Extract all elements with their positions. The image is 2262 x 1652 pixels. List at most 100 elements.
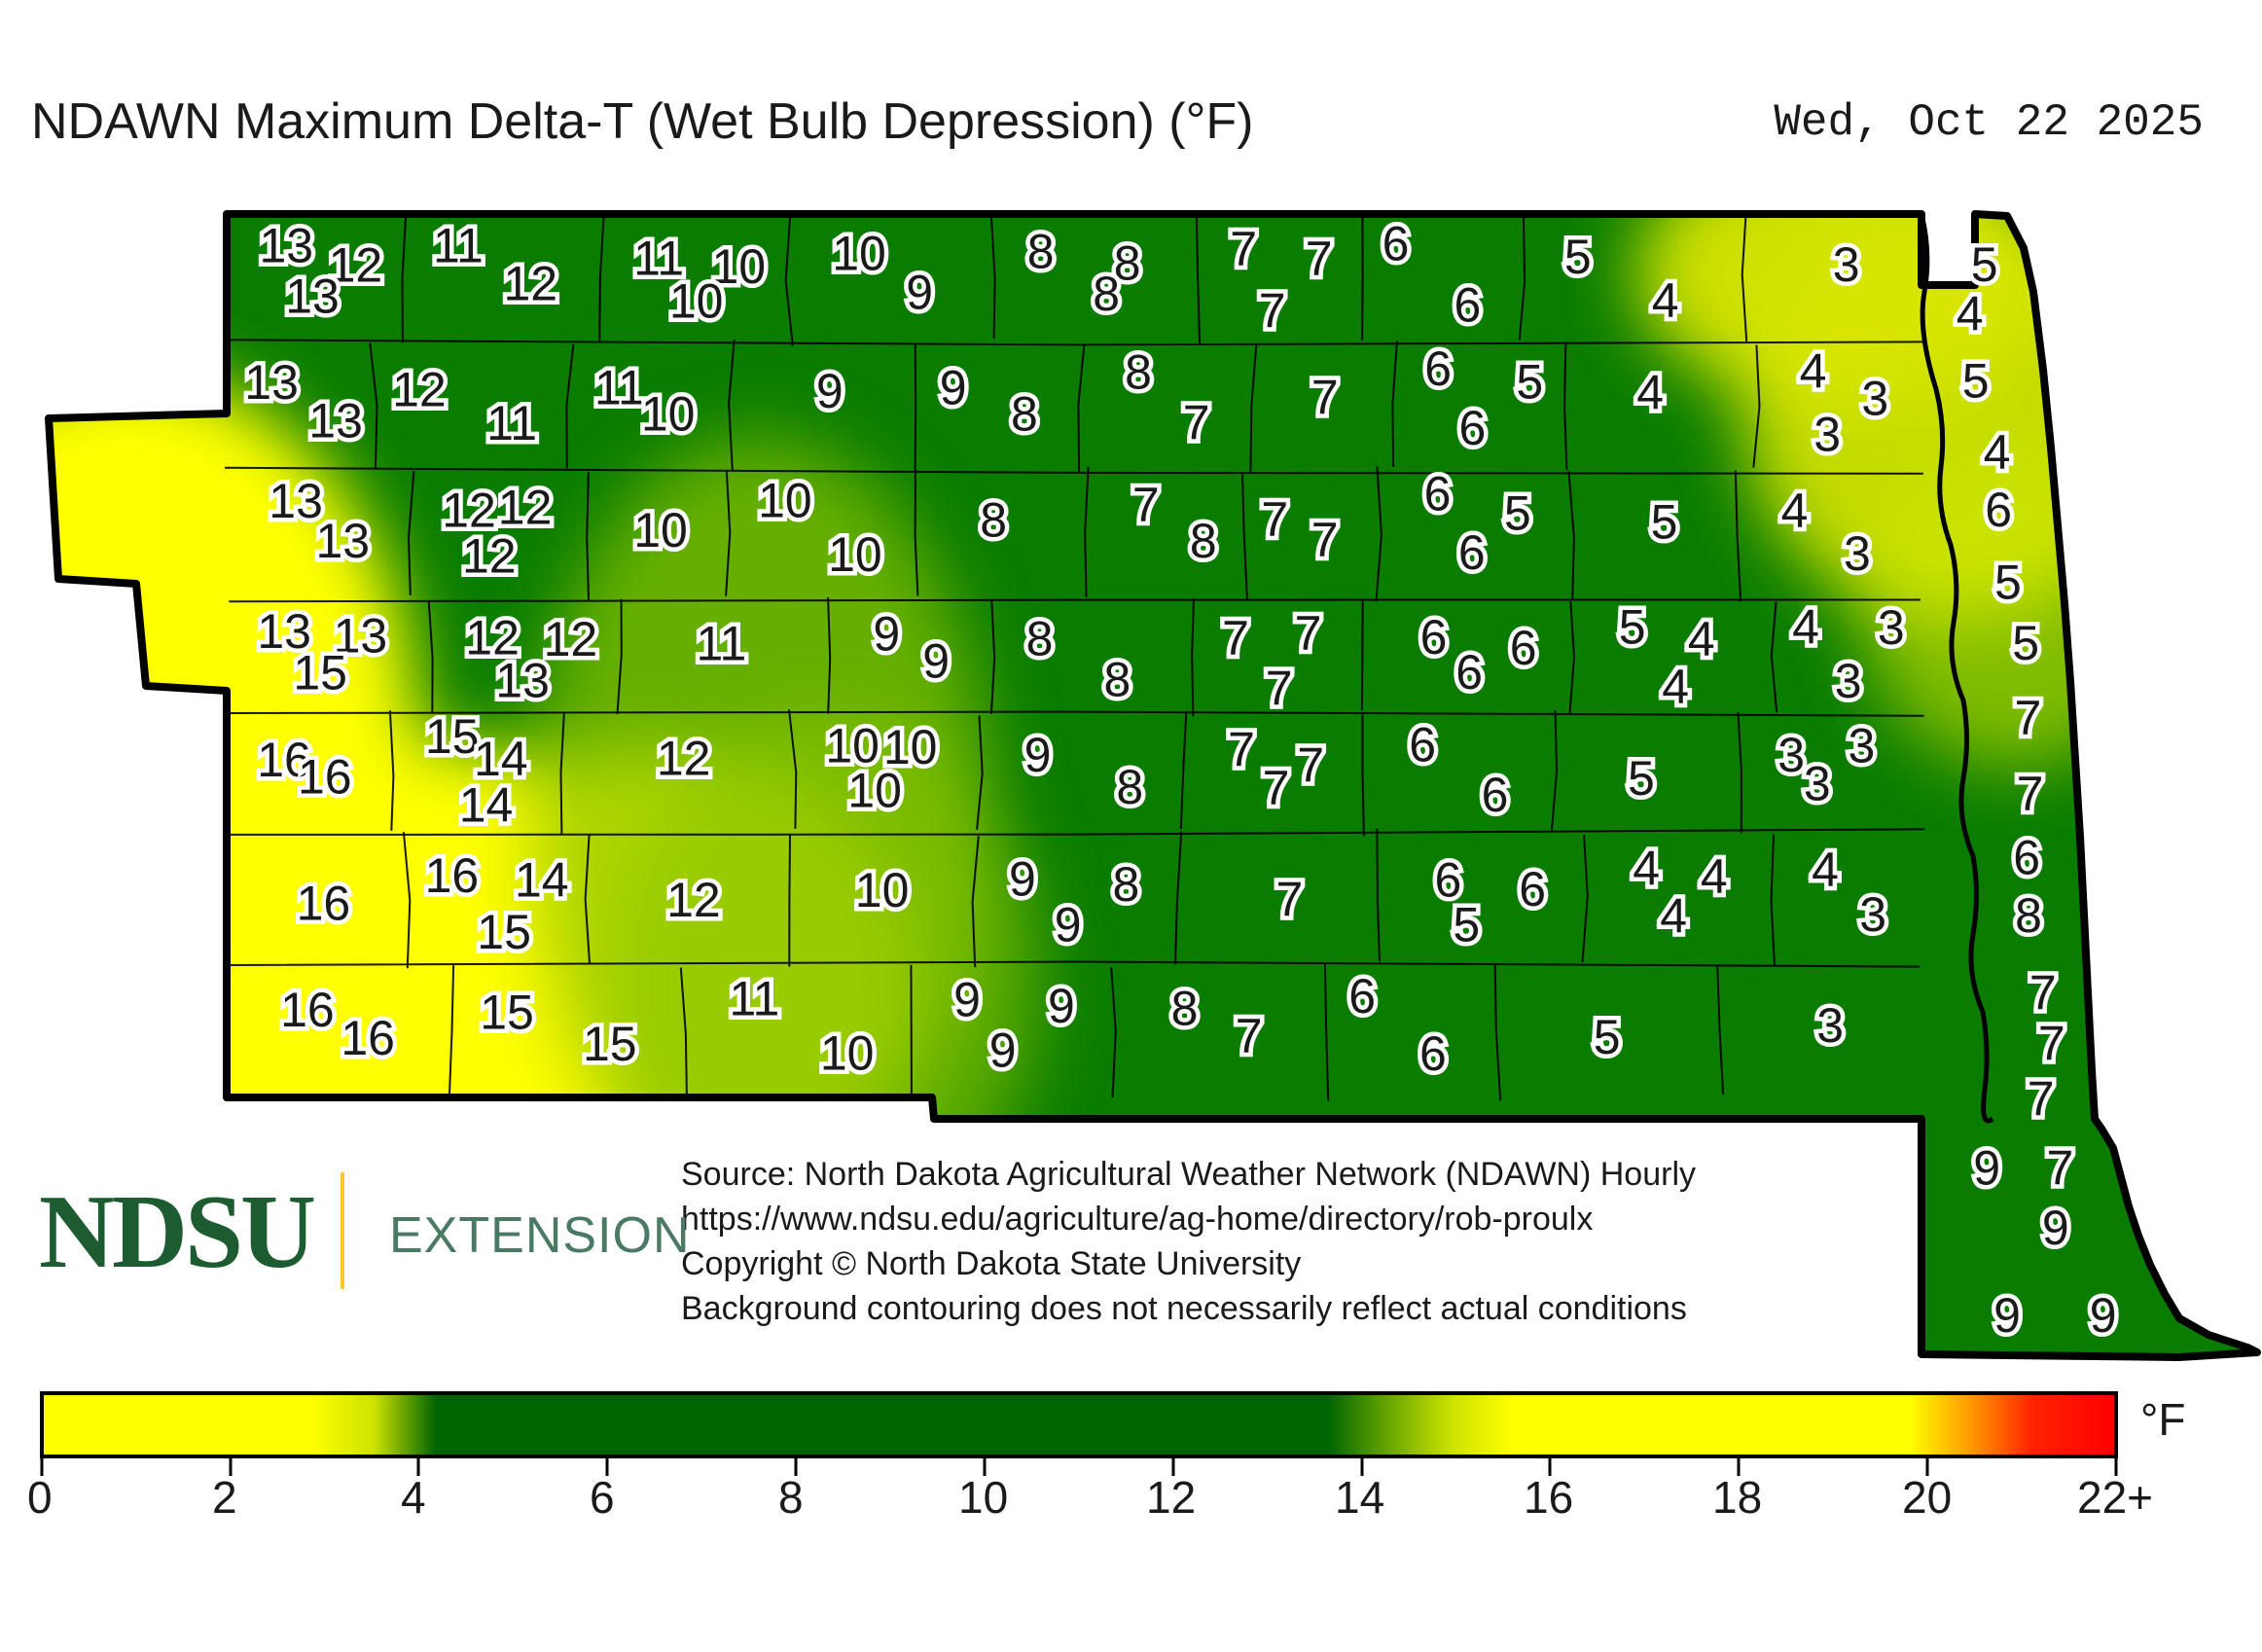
svg-text:11: 11	[594, 360, 645, 414]
svg-text:4: 4	[1781, 484, 1809, 538]
svg-text:10: 10	[669, 273, 724, 328]
svg-text:11: 11	[696, 617, 746, 671]
svg-text:11: 11	[729, 972, 779, 1026]
svg-text:9: 9	[940, 360, 967, 414]
svg-text:6: 6	[1458, 525, 1486, 580]
svg-text:8: 8	[1112, 857, 1139, 912]
svg-text:15: 15	[293, 646, 347, 700]
svg-text:6: 6	[1510, 621, 1537, 675]
svg-text:9: 9	[1048, 979, 1075, 1033]
svg-text:4: 4	[1636, 365, 1664, 419]
svg-text:5: 5	[1651, 494, 1678, 549]
svg-text:16: 16	[297, 877, 351, 931]
svg-text:7: 7	[2046, 1140, 2073, 1195]
svg-text:5: 5	[1962, 354, 1990, 409]
svg-text:10: 10	[847, 764, 902, 818]
svg-text:4: 4	[1688, 612, 1715, 666]
svg-text:6: 6	[1419, 1026, 1447, 1081]
svg-text:7: 7	[1222, 611, 1249, 665]
svg-text:5: 5	[1971, 237, 1998, 292]
svg-text:8: 8	[980, 492, 1007, 547]
svg-text:5: 5	[1504, 486, 1531, 541]
svg-text:7: 7	[1266, 662, 1293, 716]
svg-text:6: 6	[1454, 277, 1481, 332]
svg-text:8: 8	[1026, 612, 1054, 666]
svg-text:6: 6	[1424, 341, 1452, 396]
svg-text:7: 7	[1295, 606, 1322, 661]
svg-text:4: 4	[1984, 425, 2011, 480]
svg-text:8: 8	[1125, 345, 1152, 400]
svg-text:3: 3	[1777, 728, 1805, 782]
svg-text:4: 4	[1792, 599, 1819, 654]
svg-text:7: 7	[1306, 232, 1333, 286]
svg-text:16: 16	[298, 749, 352, 804]
svg-text:9: 9	[989, 1024, 1017, 1078]
svg-text:6: 6	[1409, 718, 1436, 772]
svg-text:9: 9	[1993, 1288, 2021, 1343]
svg-text:3: 3	[1835, 654, 1862, 708]
svg-text:5: 5	[2012, 616, 2039, 670]
svg-text:4: 4	[1660, 889, 1687, 944]
svg-text:12: 12	[666, 873, 721, 927]
svg-text:8: 8	[1190, 514, 1217, 568]
svg-text:10: 10	[758, 473, 812, 527]
svg-text:4: 4	[1633, 841, 1660, 895]
svg-text:5: 5	[1619, 599, 1646, 654]
svg-text:7: 7	[1228, 722, 1255, 776]
svg-text:13: 13	[259, 218, 313, 272]
svg-text:7: 7	[1230, 222, 1257, 276]
svg-text:7: 7	[2038, 1017, 2065, 1071]
svg-text:8: 8	[1093, 267, 1120, 321]
svg-text:9: 9	[1024, 728, 1052, 782]
svg-text:4: 4	[1812, 843, 1839, 897]
svg-text:5: 5	[1628, 751, 1655, 806]
svg-text:8: 8	[1027, 225, 1055, 279]
svg-text:8: 8	[1116, 760, 1143, 814]
svg-text:3: 3	[1833, 237, 1860, 292]
svg-text:11: 11	[486, 396, 537, 450]
svg-text:9: 9	[953, 973, 981, 1027]
svg-text:14: 14	[459, 778, 514, 833]
svg-text:7: 7	[1183, 395, 1210, 449]
svg-text:9: 9	[873, 606, 900, 661]
svg-text:6: 6	[1482, 768, 1509, 822]
svg-text:16: 16	[341, 1011, 395, 1065]
svg-text:7: 7	[1311, 371, 1339, 425]
svg-text:10: 10	[832, 227, 886, 281]
svg-text:13: 13	[244, 355, 299, 410]
svg-text:3: 3	[1859, 887, 1886, 942]
svg-text:12: 12	[503, 256, 557, 310]
svg-text:7: 7	[1259, 284, 1286, 339]
svg-text:7: 7	[2017, 767, 2044, 821]
svg-text:10: 10	[633, 503, 688, 557]
svg-text:8: 8	[2015, 888, 2042, 943]
svg-text:12: 12	[462, 529, 517, 584]
svg-text:7: 7	[1297, 737, 1324, 792]
svg-text:13: 13	[315, 514, 370, 568]
svg-text:6: 6	[1985, 483, 2012, 537]
svg-text:13: 13	[495, 653, 550, 707]
svg-text:3: 3	[1813, 408, 1841, 462]
svg-text:5: 5	[1564, 230, 1592, 284]
svg-text:9: 9	[816, 364, 844, 418]
svg-text:10: 10	[828, 527, 882, 582]
svg-text:5: 5	[1594, 1010, 1621, 1064]
svg-text:7: 7	[1275, 872, 1303, 926]
svg-text:14: 14	[515, 853, 569, 908]
svg-text:4: 4	[1701, 849, 1728, 904]
svg-text:15: 15	[583, 1017, 637, 1071]
svg-text:16: 16	[280, 983, 335, 1037]
svg-text:3: 3	[1844, 526, 1871, 581]
svg-text:12: 12	[498, 480, 553, 534]
svg-text:8: 8	[1011, 387, 1038, 442]
svg-text:3: 3	[1804, 757, 1831, 811]
svg-text:4: 4	[1957, 287, 1984, 341]
svg-text:6: 6	[1348, 969, 1376, 1024]
svg-text:9: 9	[1009, 852, 1036, 907]
svg-text:12: 12	[657, 732, 711, 786]
svg-text:9: 9	[2042, 1201, 2069, 1255]
svg-text:6: 6	[1519, 862, 1546, 916]
svg-text:10: 10	[820, 1025, 875, 1080]
svg-text:7: 7	[2029, 965, 2057, 1020]
svg-text:10: 10	[641, 386, 696, 441]
